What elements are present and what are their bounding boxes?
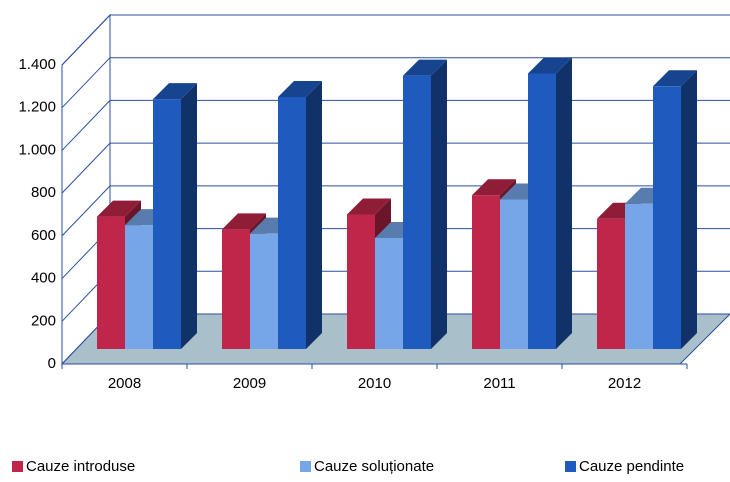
- bar: [278, 96, 306, 349]
- bar-side: [681, 70, 697, 350]
- bar: [375, 237, 403, 349]
- legend-swatch: [300, 461, 311, 472]
- bar: [153, 99, 181, 349]
- y-tick-label: 800: [31, 184, 56, 201]
- bar: [403, 75, 431, 349]
- bar: [97, 216, 125, 349]
- bar-top: [222, 213, 266, 230]
- grid-line: [61, 99, 730, 151]
- bar: [653, 86, 681, 350]
- bar-side: [306, 80, 322, 349]
- bar: [472, 195, 500, 349]
- bar-top: [403, 59, 447, 76]
- legend-label: Cauze pendinte: [579, 458, 684, 475]
- y-tick-label: 1.200: [18, 99, 56, 116]
- y-tick-label: 0: [48, 355, 56, 372]
- y-tick-label: 600: [31, 227, 56, 244]
- bar-top: [653, 70, 697, 87]
- grid-line: [61, 14, 730, 66]
- bar-top: [278, 80, 322, 97]
- x-tick-label: 2009: [233, 375, 266, 392]
- bar: [222, 229, 250, 349]
- x-tick-label: 2008: [108, 375, 141, 392]
- bar-side: [181, 83, 197, 349]
- bar: [597, 218, 625, 349]
- bar: [528, 73, 556, 349]
- bar-side: [556, 57, 572, 349]
- grid-line: [61, 57, 730, 109]
- legend-label: Cauze introduse: [26, 458, 135, 475]
- bar-top: [153, 83, 197, 100]
- bar-top: [528, 57, 572, 74]
- bar-top: [472, 179, 516, 196]
- grid-line: [61, 142, 730, 194]
- x-tick-label: 2010: [358, 375, 391, 392]
- bar: [500, 199, 528, 349]
- bar-top: [97, 200, 141, 217]
- bar: [625, 203, 653, 349]
- y-tick-label: 400: [31, 270, 56, 287]
- bar-top: [347, 198, 391, 215]
- x-tick-label: 2012: [608, 375, 641, 392]
- x-tick-label: 2011: [483, 375, 515, 392]
- y-tick-label: 1.000: [18, 141, 56, 158]
- bar: [250, 233, 278, 349]
- bar-side: [431, 59, 447, 349]
- legend-swatch: [565, 461, 576, 472]
- y-tick-label: 1.400: [18, 56, 56, 73]
- bar: [125, 225, 153, 349]
- y-tick-label: 200: [31, 312, 56, 329]
- legend-label: Cauze soluționate: [314, 458, 434, 475]
- legend-swatch: [12, 461, 23, 472]
- bar: [347, 214, 375, 349]
